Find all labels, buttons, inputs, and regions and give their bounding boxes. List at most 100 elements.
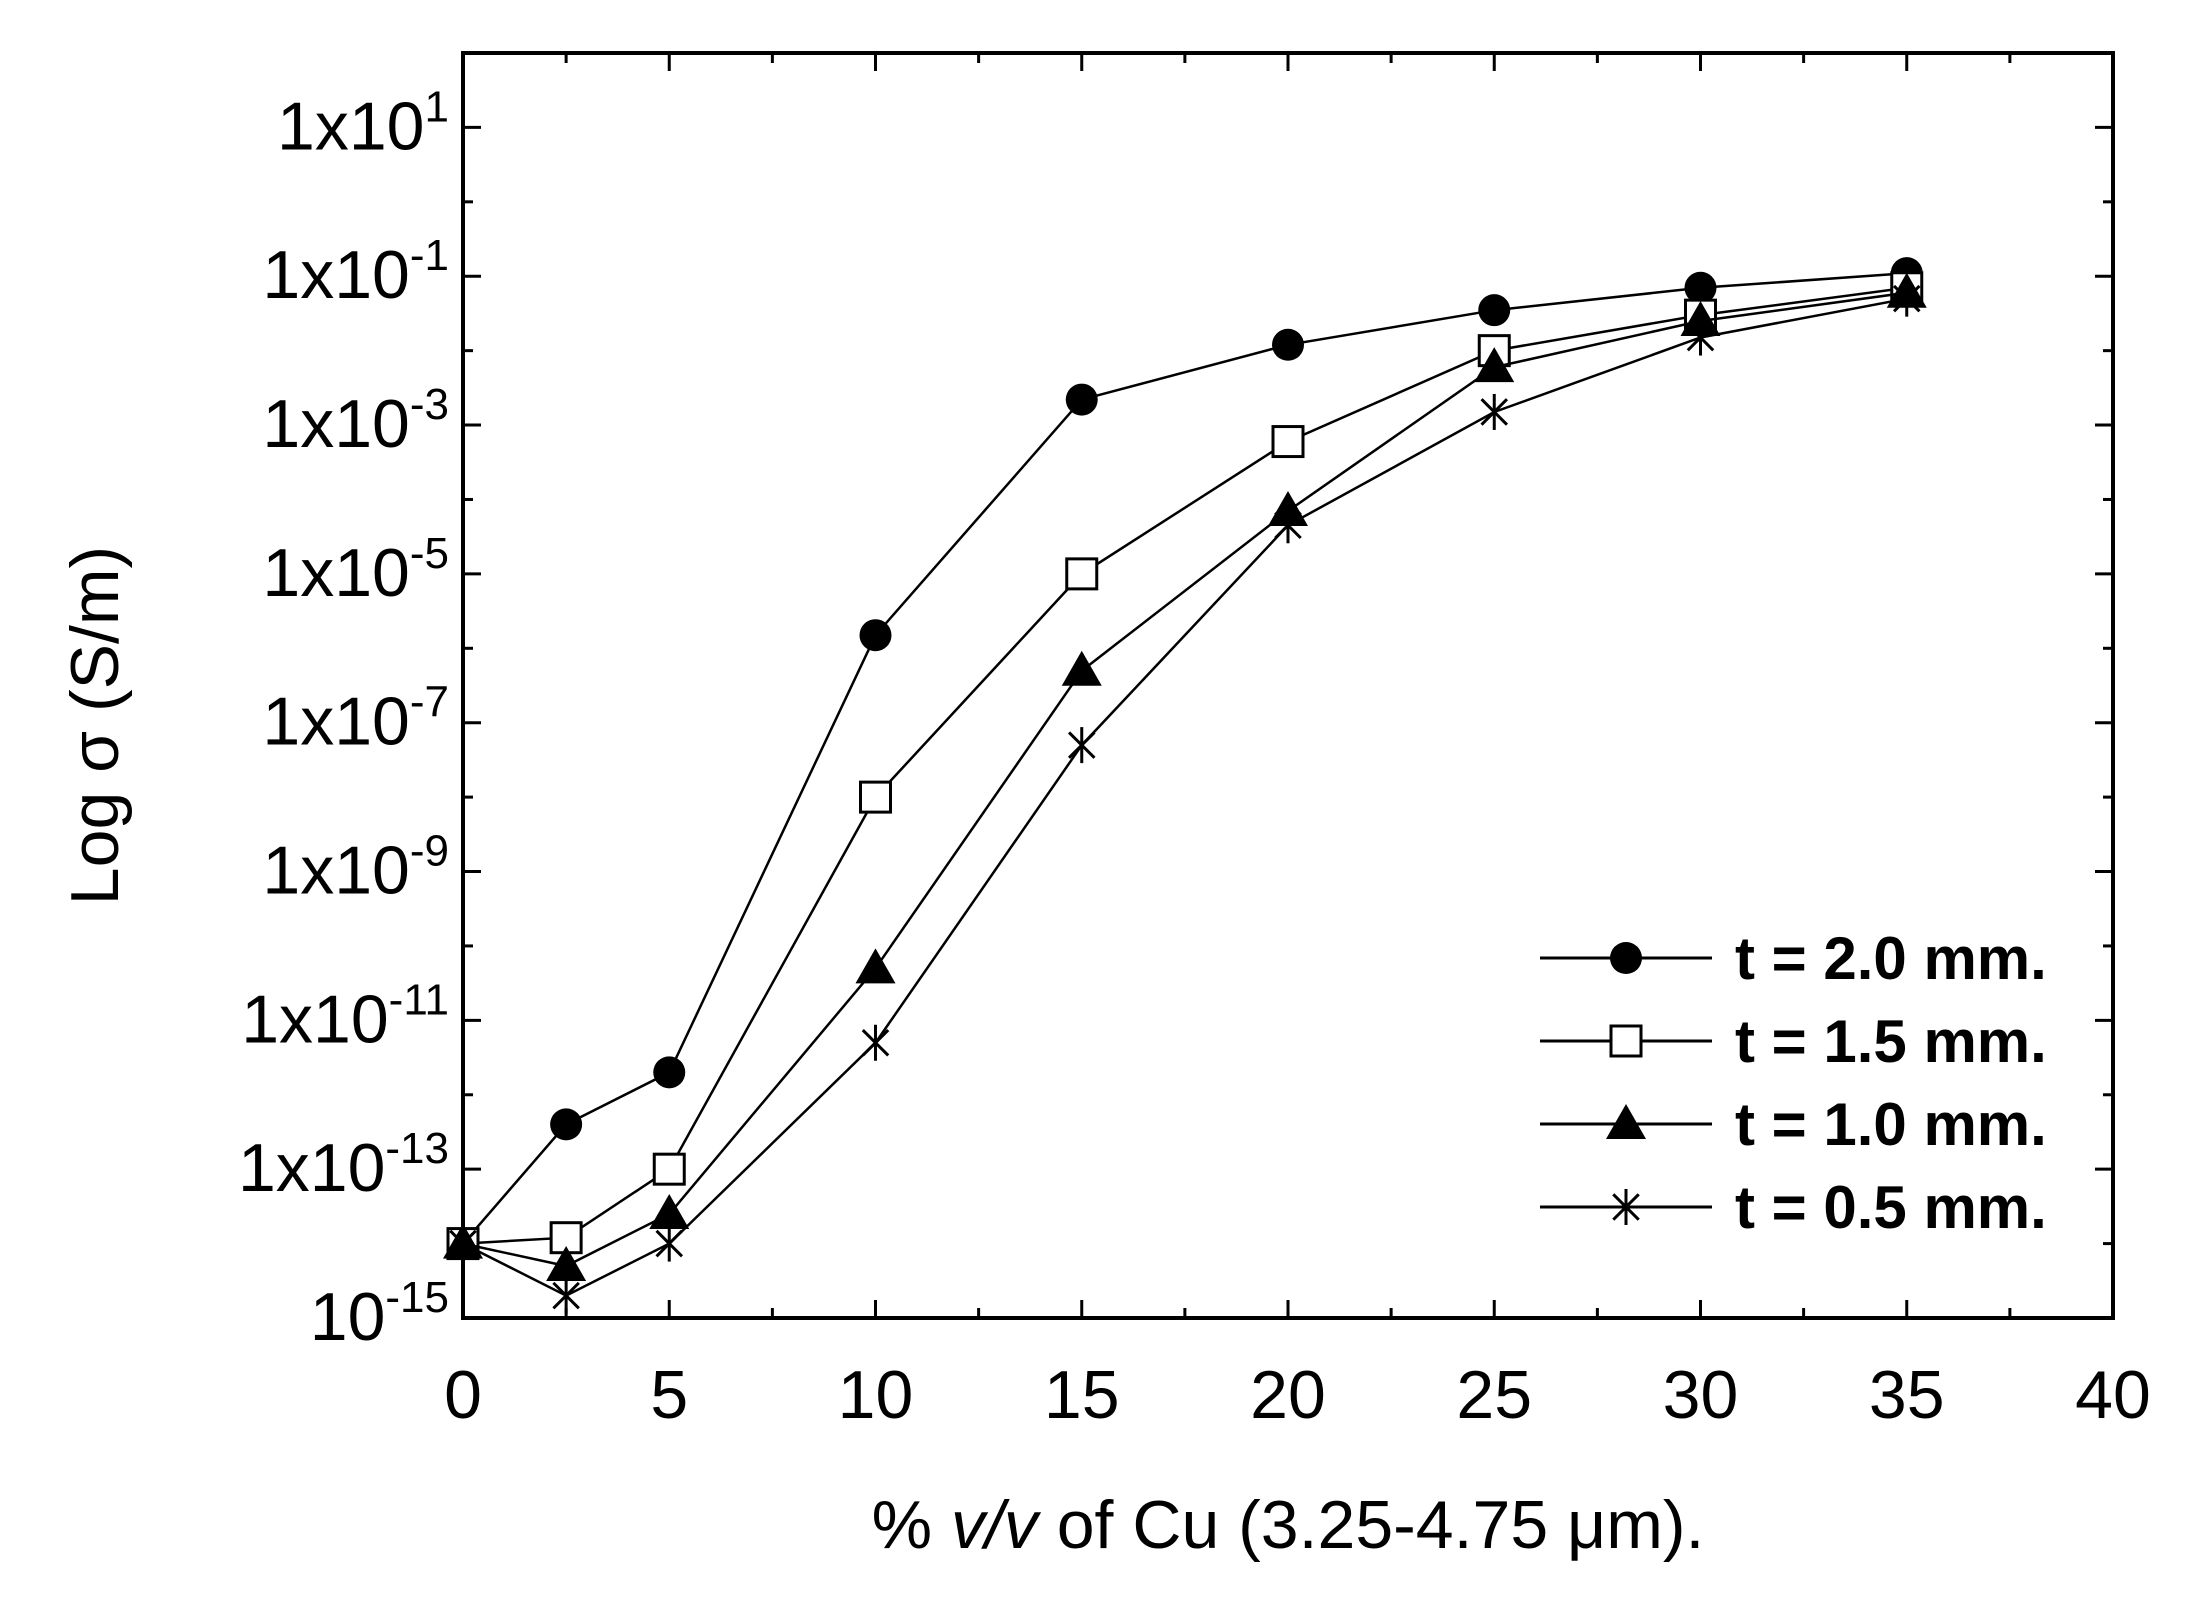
marker-asterisk: [1480, 393, 1509, 430]
x-tick-label: 10: [838, 1357, 914, 1433]
marker-asterisk: [552, 1277, 580, 1314]
asterisk-stroke: [1480, 398, 1509, 426]
marker-triangle: [1606, 1104, 1646, 1139]
legend-item: t = 1.0 mm.: [1540, 1091, 2047, 1158]
asterisk-stroke: [1612, 1193, 1640, 1221]
x-axis-title: % v/v of Cu (3.25-4.75 μm).: [872, 1487, 1705, 1563]
x-tick-label: 20: [1250, 1357, 1326, 1433]
y-tick-exponent: -3: [410, 380, 449, 429]
x-tick-label: 35: [1869, 1357, 1945, 1433]
marker-asterisk: [1686, 319, 1715, 356]
legend-item: t = 0.5 mm.: [1540, 1174, 2047, 1241]
legend: t = 2.0 mm. t = 1.5 mm. t = 1.0 mm. t = 0.5…: [1540, 925, 2047, 1241]
x-axis-title-prefix: %: [872, 1487, 951, 1563]
asterisk-stroke: [1274, 511, 1302, 540]
y-tick-label: 1x10-3: [262, 380, 449, 462]
marker-asterisk: [1892, 280, 1921, 317]
legend-label: t = 1.5 mm.: [1735, 1008, 2047, 1075]
legend-label: t = 0.5 mm.: [1735, 1174, 2047, 1241]
data-series: [443, 257, 1927, 1314]
asterisk-stroke: [861, 1028, 890, 1057]
marker-circle: [653, 1056, 686, 1089]
marker-open-square: [652, 1152, 686, 1186]
y-tick-exponent: -1: [410, 231, 449, 280]
marker-circle: [1272, 328, 1304, 361]
series-line: [462, 286, 1907, 1245]
x-tick-label: 15: [1044, 1357, 1120, 1433]
y-tick-label: 1x10-1: [262, 231, 449, 313]
marker-circle: [1684, 271, 1717, 304]
y-tick-label: 1x101: [277, 82, 449, 164]
legend-item: t = 2.0 mm.: [1540, 925, 2047, 992]
y-tick-exponent: -7: [410, 678, 449, 727]
y-tick-mantissa: 1x10: [262, 237, 409, 313]
y-tick-label: 1x10-13: [238, 1124, 449, 1206]
y-tick-mantissa: 1x10: [262, 684, 409, 760]
y-tick-mantissa: 1x10: [262, 535, 409, 611]
asterisk-stroke: [1892, 284, 1921, 313]
marker-open-square: [1065, 557, 1099, 591]
series-line: [462, 271, 1907, 1245]
y-tick-label: 1x10-11: [241, 975, 449, 1057]
marker-triangle: [649, 1193, 690, 1229]
asterisk-stroke: [1067, 731, 1096, 759]
y-tick-mantissa: 1x10: [277, 88, 424, 164]
marker-circle: [550, 1108, 583, 1141]
marker-circle: [1478, 294, 1511, 327]
y-tick-mantissa: 1x10: [262, 833, 409, 909]
marker-triangle: [1061, 650, 1102, 686]
series-line: [462, 297, 1908, 1297]
x-tick-label: 25: [1456, 1357, 1532, 1433]
marker-asterisk: [1612, 1189, 1640, 1225]
marker-open-square: [1609, 1024, 1643, 1058]
series-open-square: [446, 271, 1924, 1261]
y-tick-labels: 10-151x10-131x10-111x10-91x10-71x10-51x1…: [238, 82, 449, 1355]
y-tick-exponent: 1: [425, 82, 449, 131]
x-tick-label: 40: [2075, 1357, 2151, 1433]
series-triangle: [443, 272, 1927, 1281]
x-tick-label: 5: [650, 1357, 688, 1433]
y-tick-mantissa: 10: [310, 1279, 386, 1355]
legend-label: t = 1.0 mm.: [1735, 1091, 2047, 1158]
asterisk-stroke: [552, 1281, 580, 1310]
marker-asterisk: [1274, 507, 1302, 544]
y-tick-exponent: -13: [385, 1124, 449, 1173]
marker-open-square: [1271, 425, 1305, 459]
marker-triangle: [1474, 347, 1515, 383]
marker-asterisk: [861, 1024, 890, 1061]
marker-open-square: [1477, 334, 1511, 368]
x-tick-label: 0: [444, 1357, 482, 1433]
x-tick-labels: 0 5 10 15 20 25 30 35 40: [444, 1357, 2151, 1433]
legend-label: t = 2.0 mm.: [1735, 925, 2047, 992]
series-circle: [447, 257, 1923, 1260]
marker-asterisk: [1067, 727, 1096, 764]
y-tick-exponent: -9: [410, 827, 449, 876]
y-tick-exponent: -11: [389, 975, 449, 1024]
x-axis-title-suffix: of Cu (3.25-4.75 μm).: [1038, 1487, 1705, 1563]
series-line: [462, 291, 1907, 1268]
marker-open-square: [859, 780, 892, 814]
y-tick-label: 10-15: [310, 1273, 449, 1355]
marker-circle: [859, 619, 892, 652]
marker-triangle: [855, 948, 896, 984]
y-tick-label: 1x10-5: [262, 529, 449, 611]
asterisk-stroke: [655, 1229, 684, 1258]
asterisk-stroke: [1686, 323, 1715, 352]
y-tick-label: 1x10-7: [262, 678, 449, 760]
y-tick-mantissa: 1x10: [262, 386, 409, 462]
plot-frame: [461, 51, 2115, 1320]
marker-triangle: [546, 1245, 587, 1281]
y-tick-exponent: -5: [410, 529, 449, 578]
series-asterisk: [449, 280, 1921, 1314]
y-tick-label: 1x10-9: [262, 827, 449, 909]
y-tick-mantissa: 1x10: [238, 1130, 385, 1206]
legend-item: t = 1.5 mm.: [1540, 1008, 2047, 1075]
y-axis-title: Log σ (S/m): [57, 546, 133, 905]
x-tick-label: 30: [1663, 1357, 1739, 1433]
y-tick-exponent: -15: [385, 1273, 449, 1322]
marker-asterisk: [655, 1225, 684, 1262]
marker-circle: [1610, 942, 1642, 974]
x-axis-title-italic: v/v: [951, 1487, 1042, 1563]
y-tick-mantissa: 1x10: [241, 981, 388, 1057]
